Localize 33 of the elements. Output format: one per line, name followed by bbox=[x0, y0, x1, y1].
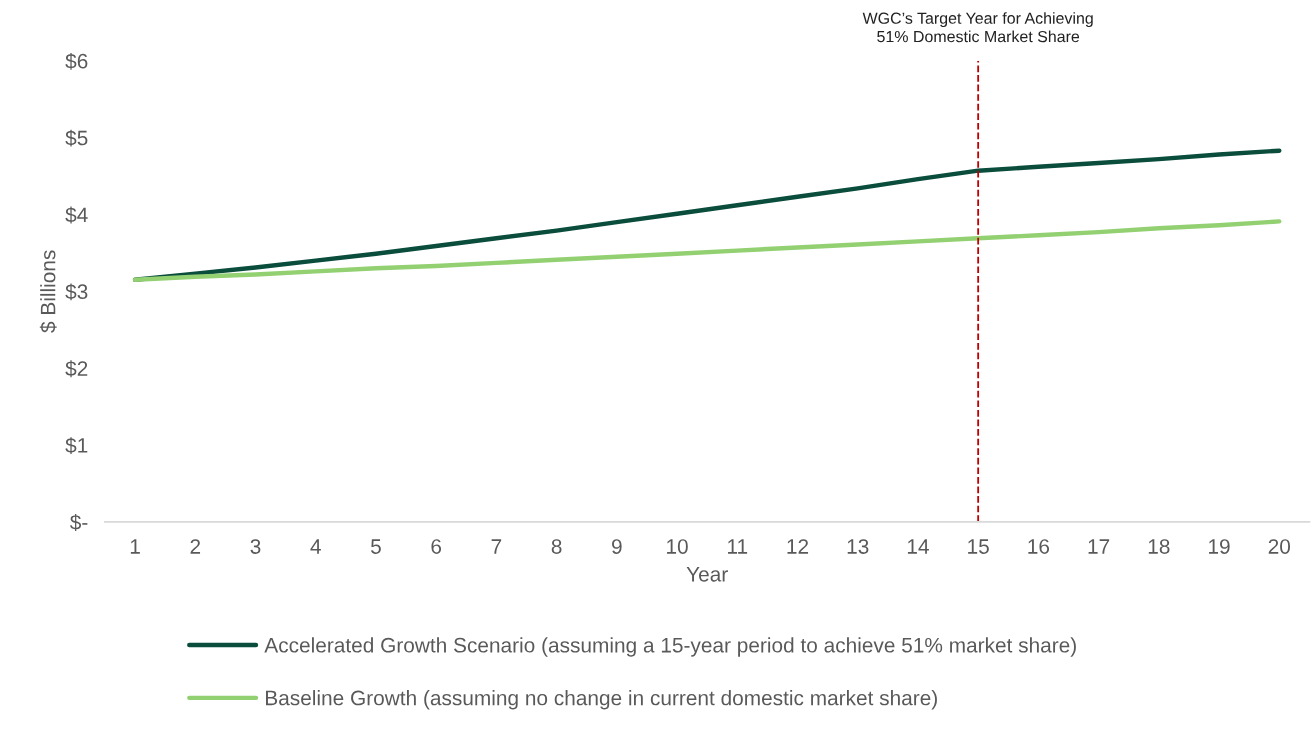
line-series bbox=[132, 219, 1282, 283]
x-tick-label: 8 bbox=[551, 539, 562, 554]
x-tick-label: 14 bbox=[907, 539, 929, 554]
x-tick-label: 7 bbox=[491, 539, 502, 554]
legend-label: Baseline Growth (assuming no change in current domestic market share) bbox=[266, 690, 937, 710]
x-tick-label: 3 bbox=[250, 539, 261, 554]
x-tick-label: 17 bbox=[1088, 539, 1110, 554]
x-tick-label: 1 bbox=[130, 539, 140, 554]
x-tick-label: 18 bbox=[1148, 539, 1170, 554]
y-tick-label: $6 bbox=[65, 52, 88, 70]
x-tick-label: 20 bbox=[1268, 539, 1291, 554]
x-tick-label: 6 bbox=[431, 539, 442, 554]
x-axis-title: Year bbox=[686, 567, 728, 582]
ref-line-label: WGC’s Target Year for Achieving 51% Domestic Market Share bbox=[862, 12, 1093, 43]
x-tick-label: 2 bbox=[190, 539, 201, 554]
x-tick-label: 13 bbox=[847, 539, 869, 554]
x-tick-label: 15 bbox=[968, 539, 989, 554]
y-axis-title: $ Billions bbox=[39, 250, 57, 333]
y-tick-label: $1 bbox=[65, 437, 88, 455]
y-tick-label: $3 bbox=[65, 283, 88, 301]
x-tick-label: 11 bbox=[728, 539, 748, 554]
x-tick-label: 4 bbox=[310, 539, 321, 554]
legend-label: Accelerated Growth Scenario (assuming a 15-year period to achieve 51% market share) bbox=[264, 637, 1076, 657]
y-tick-label: $- bbox=[70, 514, 88, 531]
y-tick-label: $2 bbox=[65, 360, 88, 378]
x-tick-label: 16 bbox=[1028, 539, 1050, 554]
x-tick-label: 19 bbox=[1209, 539, 1230, 554]
x-tick-label: 10 bbox=[667, 539, 688, 554]
x-tick-label: 12 bbox=[787, 539, 809, 554]
x-tick-label: 5 bbox=[370, 539, 381, 554]
y-tick-label: $5 bbox=[65, 129, 88, 147]
x-tick-label: 9 bbox=[612, 539, 622, 554]
y-tick-label: $4 bbox=[65, 206, 88, 224]
